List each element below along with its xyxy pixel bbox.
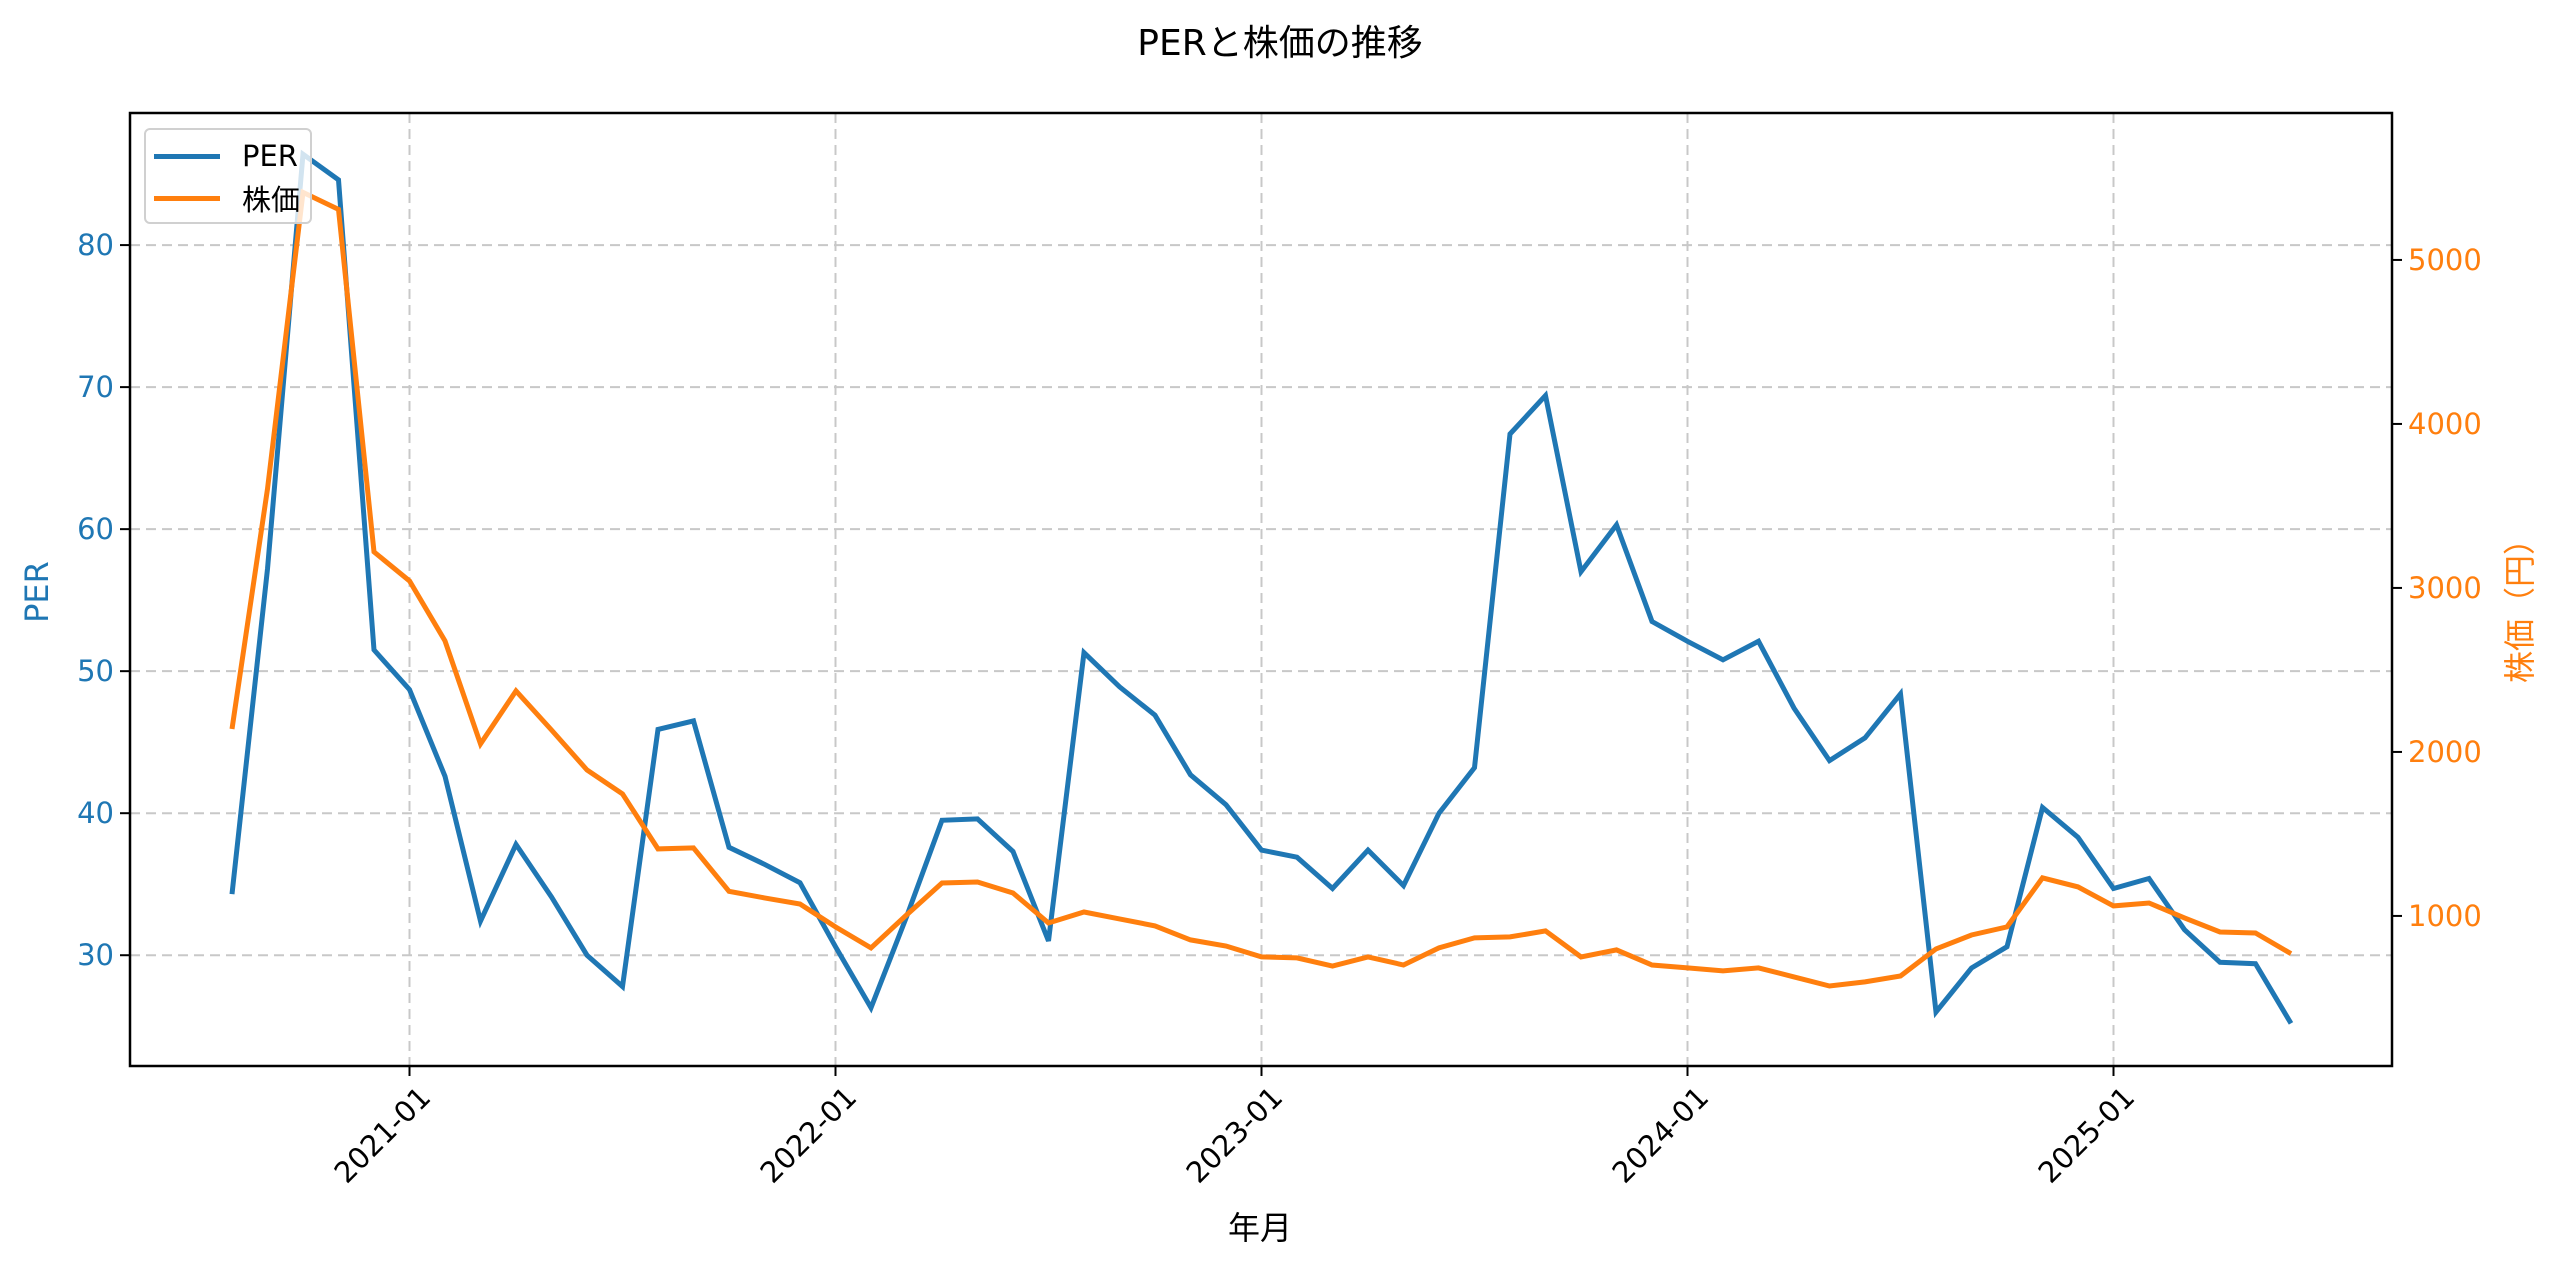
legend-item-per: PER (154, 138, 298, 174)
plot-frame (128, 111, 2394, 1068)
legend: PER 株価 (144, 128, 312, 224)
y-axis-label-right: 株価（円） (2501, 522, 2539, 684)
y-tick-label-left: 30 (77, 938, 114, 973)
price-line (229, 188, 2293, 989)
y-tick-label-right: 5000 (2408, 242, 2482, 277)
y-tick-label-right: 3000 (2408, 570, 2482, 605)
y-tick-label-left: 70 (77, 370, 114, 405)
data-lines (229, 149, 2294, 1025)
legend-label-price: 株価 (242, 183, 301, 217)
tick-marks (120, 244, 2402, 1076)
legend-item-price: 株価 (154, 180, 301, 217)
y-tick-label-left: 40 (77, 796, 114, 831)
y-tick-label-right: 1000 (2408, 898, 2482, 933)
grid-lines (130, 113, 2392, 1066)
legend-label-per: PER (242, 139, 298, 173)
y-tick-label-left: 80 (77, 228, 114, 263)
y-tick-label-right: 2000 (2408, 734, 2482, 769)
y-axis-label-left: PER (18, 561, 56, 623)
legend-swatch-price (154, 195, 220, 201)
per-line (229, 149, 2294, 1025)
chart-title: PERと株価の推移 (1137, 23, 1423, 64)
x-axis-label: 年月 (1227, 1209, 1292, 1247)
y-tick-label-left: 50 (77, 654, 114, 689)
y-tick-label-right: 4000 (2408, 406, 2482, 441)
y-tick-label-left: 60 (77, 512, 114, 547)
legend-swatch-per (154, 153, 220, 159)
